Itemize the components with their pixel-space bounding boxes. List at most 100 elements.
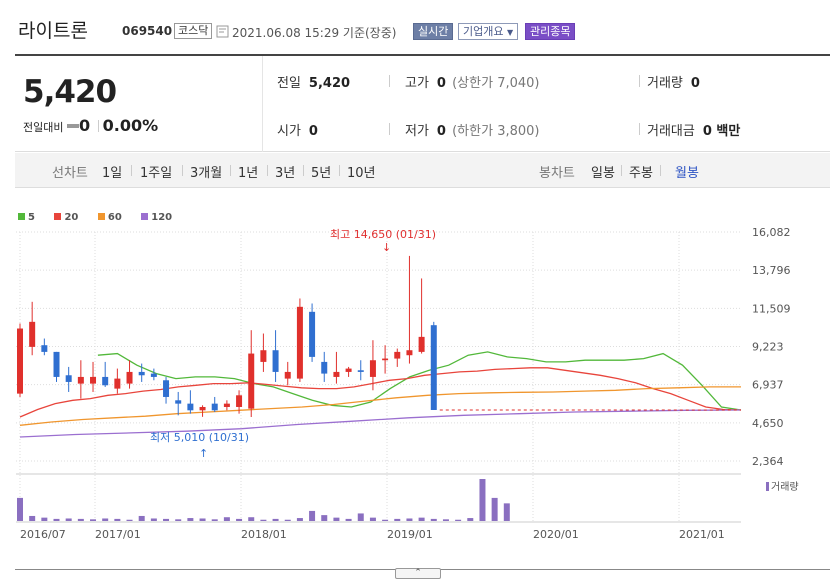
volume-bar (345, 518, 352, 521)
tab-1day[interactable]: 1일 (102, 166, 123, 181)
change-percent: 0.00% (102, 116, 159, 135)
volume-bar (175, 519, 182, 521)
y-tick-label: 16,082 (752, 226, 791, 239)
chart-grid (16, 231, 741, 523)
volume-bar (248, 517, 255, 521)
candle-body (211, 403, 218, 411)
y-tick-label: 4,650 (752, 417, 784, 430)
candle-body (223, 403, 230, 407)
volume-bar (394, 518, 401, 521)
candle-body (236, 395, 243, 407)
candle-body (114, 378, 121, 389)
volume-bar (321, 515, 328, 521)
volume-legend-swatch (766, 482, 769, 491)
high: 고가 0 (상한가 7,040) (405, 72, 539, 91)
volume-bar (138, 515, 145, 521)
ma-120-line (19, 409, 742, 438)
volume-bar (90, 519, 97, 521)
tab-3month[interactable]: 3개월 (190, 166, 223, 181)
stock-name: 라이트론 (18, 20, 88, 42)
volume-bar (150, 518, 157, 521)
low-value: 0 (436, 124, 446, 139)
legend-label: 60 (107, 212, 122, 223)
candle-body (406, 350, 413, 356)
volume-bar (479, 479, 486, 521)
price-summary: 5,420 전일대비 0 0.00% 전일 5,420 고가 0 (상한가 7,04… (15, 54, 830, 152)
tab-5year[interactable]: 5년 (311, 166, 332, 181)
low: 저가 0 (하한가 3,800) (405, 120, 539, 139)
tab-1year[interactable]: 1년 (238, 166, 259, 181)
divider (131, 165, 132, 176)
volume-legend: 거래량 (771, 481, 799, 493)
tab-weekly[interactable]: 주봉 (629, 166, 653, 181)
realtime-button[interactable]: 실시간 (413, 23, 454, 40)
candles (17, 255, 741, 417)
candle-chart-label: 봉차트 (539, 166, 575, 181)
candle-body (418, 336, 425, 352)
legend-swatch (54, 213, 62, 220)
prev-close-label: 전일 (277, 76, 301, 91)
divider (389, 75, 390, 87)
flat-icon (66, 124, 79, 128)
volume-bars (17, 479, 510, 521)
high-value: 0 (436, 76, 446, 91)
candle-body (309, 311, 316, 357)
candle-body (126, 371, 133, 384)
tab-monthly[interactable]: 월봉 (675, 166, 699, 181)
volume-bar (29, 515, 36, 521)
candle-body (53, 351, 60, 377)
candle-body (29, 321, 36, 347)
volume-bar (272, 518, 279, 521)
amount-label: 거래대금 (647, 124, 695, 139)
managed-stock-badge[interactable]: 관리종목 (525, 23, 576, 40)
prev-close: 전일 5,420 (277, 72, 350, 91)
volume-bar (126, 519, 133, 521)
legend-item: 5 (18, 212, 43, 223)
x-tick-label: 2018/01 (241, 528, 287, 541)
clock-icon (216, 25, 229, 38)
divider (97, 120, 99, 132)
divider (660, 165, 661, 176)
legend-swatch (97, 213, 105, 220)
min-price-label: 최저 5,010 (10/31) (150, 431, 249, 444)
tab-10year[interactable]: 10년 (347, 166, 376, 181)
tab-daily[interactable]: 일봉 (591, 166, 615, 181)
volume-bar (77, 518, 84, 521)
amount-value: 0 백만 (702, 124, 741, 139)
ma-20-line (19, 367, 742, 418)
divider (303, 165, 304, 176)
tab-1week[interactable]: 1주일 (140, 166, 173, 181)
volume-bar (430, 518, 437, 521)
lower-limit: (하한가 3,800) (452, 124, 540, 139)
volume-bar (357, 513, 364, 521)
volume-bar (236, 518, 243, 521)
candle-body (272, 350, 279, 372)
candle-body (41, 345, 48, 352)
company-overview-dropdown[interactable]: 기업개요 ▼ (458, 23, 519, 40)
divider (267, 165, 268, 176)
volume-bar (163, 518, 170, 521)
open-value: 0 (308, 124, 318, 139)
candle-body (90, 376, 97, 384)
x-tick-label: 2021/01 (679, 528, 725, 541)
y-tick-label: 9,223 (752, 341, 784, 354)
volume-info: 거래량 0 (647, 72, 700, 91)
company-overview-label: 기업개요 (463, 25, 504, 38)
divider (339, 165, 340, 176)
expand-button[interactable]: ⌃ (395, 568, 441, 579)
volume-bar (260, 519, 267, 521)
low-label: 저가 (405, 124, 429, 139)
volume-bar (102, 518, 109, 521)
candle-body (321, 361, 328, 374)
x-tick-label: 2020/01 (533, 528, 579, 541)
tab-3year[interactable]: 3년 (275, 166, 296, 181)
market-badge: 코스닥 (174, 23, 213, 39)
candle-body (382, 358, 389, 361)
legend-label: 120 (151, 212, 173, 223)
candle-body (394, 351, 401, 359)
volume-bar (418, 517, 425, 521)
volume-bar (309, 510, 316, 521)
change-value: 0 (78, 116, 91, 135)
open-label: 시가 (277, 124, 301, 139)
